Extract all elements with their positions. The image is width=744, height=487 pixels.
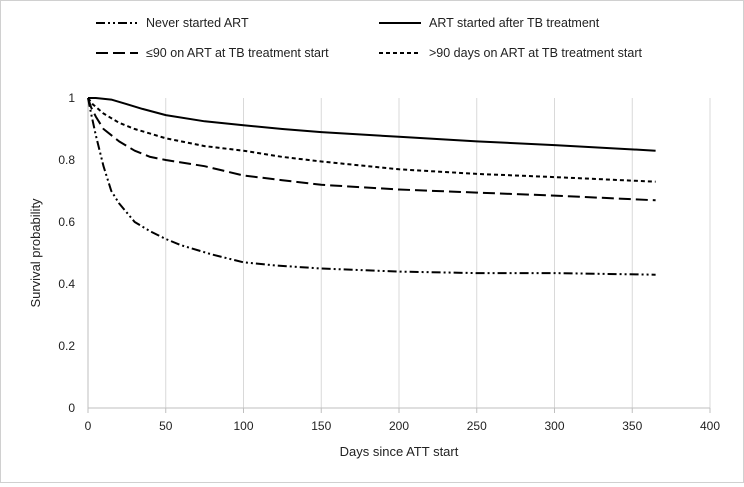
y-tick-label: 0 <box>68 401 75 415</box>
x-axis-label: Days since ATT start <box>340 444 459 459</box>
x-tick-label: 100 <box>233 419 253 433</box>
y-tick-label: 0.4 <box>58 277 75 291</box>
y-tick-label: 0.6 <box>58 215 75 229</box>
legend: Never started ART ART started after TB tr… <box>96 16 642 60</box>
x-tick-label: 0 <box>85 419 92 433</box>
series-line-3 <box>87 97 656 202</box>
legend-label-4: >90 days on ART at TB treatment start <box>429 46 642 60</box>
series-line-2 <box>88 97 656 152</box>
x-tick-label: 50 <box>159 419 173 433</box>
x-tick-label: 300 <box>544 419 564 433</box>
y-tick-label: 0.2 <box>58 339 75 353</box>
x-tick-label: 250 <box>467 419 487 433</box>
x-tick-label: 400 <box>700 419 720 433</box>
series-line-1 <box>87 97 656 276</box>
series-line-4 <box>87 97 656 183</box>
y-tick-label: 1 <box>68 91 75 105</box>
x-tick-label: 350 <box>622 419 642 433</box>
legend-label-1: Never started ART <box>146 16 249 30</box>
y-tick-label: 0.8 <box>58 153 75 167</box>
axes: 0 50 100 150 200 250 300 350 400 0 0.2 0.4 0.6 0.8 1 <box>58 91 720 433</box>
x-tick-label: 150 <box>311 419 331 433</box>
legend-label-2: ART started after TB treatment <box>429 16 600 30</box>
x-tick-label: 200 <box>389 419 409 433</box>
gridlines <box>165 98 711 408</box>
y-axis-label: Survival probability <box>28 198 43 308</box>
legend-label-3: ≤90 on ART at TB treatment start <box>146 46 329 60</box>
series-lines <box>87 97 656 276</box>
